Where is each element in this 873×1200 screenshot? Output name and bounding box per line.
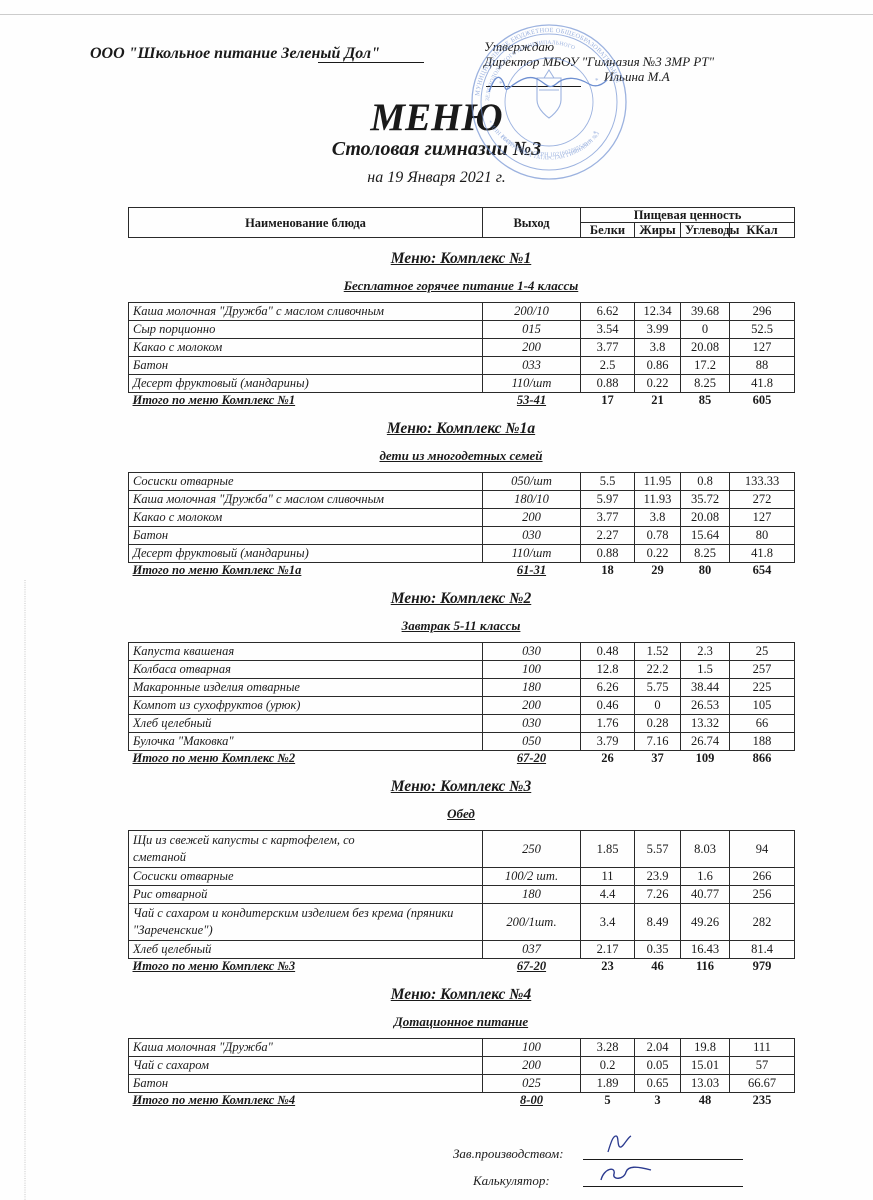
- svg-text:*: *: [593, 130, 597, 138]
